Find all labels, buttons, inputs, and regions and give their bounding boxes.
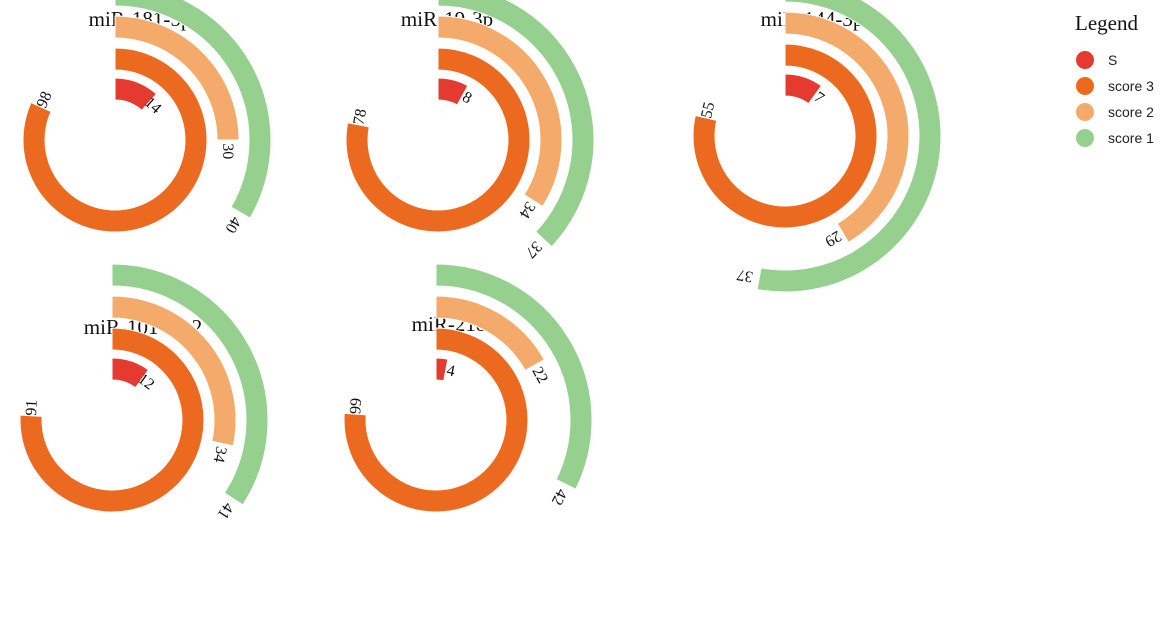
ring-arc-score-2 (435, 295, 546, 372)
legend-label: score 1 (1108, 130, 1154, 146)
legend-title: Legend (1075, 11, 1138, 35)
value-label: 41 (214, 499, 237, 522)
legend-swatch (1076, 77, 1094, 95)
value-label: 4 (445, 362, 456, 380)
legend-item: S (1076, 51, 1117, 69)
legend-label: score 3 (1108, 78, 1154, 94)
ring-arc-s (111, 357, 150, 389)
value-label: 37 (736, 266, 755, 286)
ring-arc-score-1 (437, 0, 595, 248)
radial-chart: miR-19-3p8783437 (345, 0, 595, 261)
ring-arc-score-2 (114, 15, 240, 141)
ring-arc-score-3 (22, 47, 208, 233)
value-label: 29 (822, 227, 844, 250)
radial-chart: miR-144-3p7552937 (692, 0, 942, 293)
legend-item: score 1 (1076, 129, 1154, 147)
value-label: 37 (522, 238, 545, 261)
ring-arc-s (784, 73, 823, 105)
ring-arc-score-1 (111, 263, 269, 506)
ring-arc-score-1 (756, 0, 942, 293)
ring-arc-score-2 (111, 295, 237, 447)
value-label: 99 (347, 398, 365, 415)
ring-arc-score-1 (114, 0, 272, 219)
ring-arc-s (435, 357, 449, 382)
ring-arc-score-3 (343, 327, 529, 513)
value-label: 34 (515, 198, 538, 221)
legend-item: score 3 (1076, 77, 1154, 95)
ring-arc-score-1 (435, 263, 593, 490)
charts-group: miR-181-5p14983040miR-19-3p8783437miR-14… (19, 0, 942, 522)
value-label: 40 (221, 213, 244, 235)
legend-swatch (1076, 51, 1094, 69)
value-label: 91 (23, 399, 41, 416)
value-label: 78 (350, 108, 370, 127)
ring-arc-s (437, 77, 469, 106)
value-label: 34 (210, 445, 230, 464)
value-label: 30 (219, 143, 236, 159)
legend-label: S (1108, 52, 1117, 68)
value-label: 55 (698, 100, 718, 119)
ring-arc-score-2 (437, 15, 563, 208)
ring-arc-score-3 (345, 47, 531, 233)
legend-label: score 2 (1108, 104, 1154, 120)
value-label: 98 (34, 89, 56, 111)
legend-swatch (1076, 103, 1094, 121)
ring-arc-score-3 (692, 43, 878, 229)
legend-item: score 2 (1076, 103, 1154, 121)
value-label: 42 (548, 486, 570, 508)
ring-arc-score-3 (19, 327, 205, 513)
value-label: 22 (528, 364, 551, 386)
ring-arc-s (114, 77, 158, 111)
radial-chart: miR-181-5p14983040 (22, 0, 272, 236)
legend-swatch (1076, 129, 1094, 147)
ring-arc-score-2 (784, 11, 910, 244)
